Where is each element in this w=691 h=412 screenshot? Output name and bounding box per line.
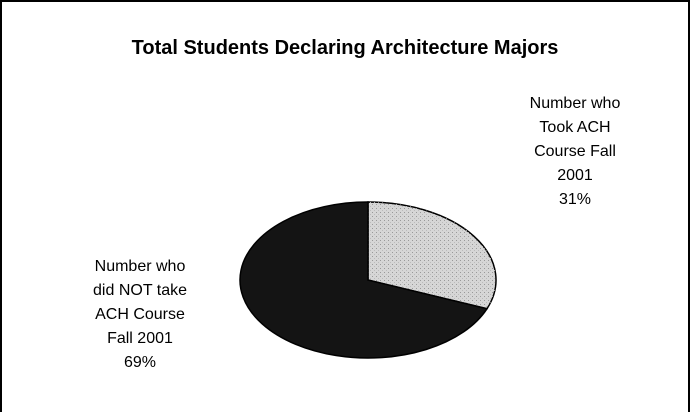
category-label: Number who did NOT take ACH Course Fall … bbox=[93, 258, 187, 347]
slice-label: Number who did NOT take ACH Course Fall … bbox=[90, 255, 190, 375]
value-label: 31% bbox=[558, 191, 592, 208]
chart-title: Total Students Declaring Architecture Ma… bbox=[131, 37, 559, 59]
slice-label: Number who Took ACH Course Fall 2001 31% bbox=[525, 92, 625, 212]
slice-texture bbox=[368, 202, 496, 309]
pie-slice bbox=[239, 201, 489, 359]
category-label: Number who Took ACH Course Fall 2001 bbox=[529, 95, 621, 184]
value-label: 69% bbox=[123, 354, 157, 371]
